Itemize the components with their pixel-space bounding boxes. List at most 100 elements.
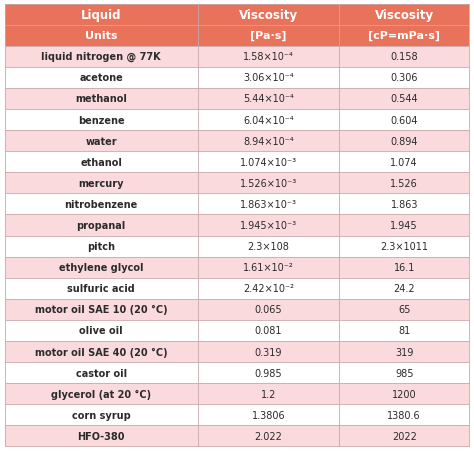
Bar [5, 68, 198, 89]
Bar [339, 26, 469, 46]
Text: 5.44×10⁻⁴: 5.44×10⁻⁴ [243, 94, 294, 104]
Bar [5, 26, 198, 46]
Bar [5, 383, 198, 405]
Bar [5, 405, 198, 425]
Bar [198, 110, 339, 131]
Bar [5, 362, 198, 383]
Text: liquid nitrogen @ 77K: liquid nitrogen @ 77K [41, 52, 161, 62]
Bar [5, 215, 198, 236]
Text: ethylene glycol: ethylene glycol [59, 262, 143, 272]
Text: pitch: pitch [87, 242, 115, 252]
Bar [339, 5, 469, 26]
Text: [cP=mPa·s]: [cP=mPa·s] [368, 31, 440, 41]
Bar [5, 152, 198, 173]
Text: 2.42×10⁻²: 2.42×10⁻² [243, 284, 294, 294]
Bar [5, 425, 198, 446]
Bar [198, 152, 339, 173]
Bar [5, 194, 198, 215]
Bar [339, 215, 469, 236]
Bar [5, 89, 198, 110]
Text: 1380.6: 1380.6 [387, 410, 421, 420]
Text: 1.526×10⁻³: 1.526×10⁻³ [240, 179, 297, 189]
Text: 0.604: 0.604 [391, 115, 418, 125]
Bar [339, 89, 469, 110]
Bar [5, 278, 198, 299]
Text: 1.945: 1.945 [391, 221, 418, 230]
Text: 3.06×10⁻⁴: 3.06×10⁻⁴ [243, 73, 294, 83]
Bar [5, 341, 198, 362]
Text: glycerol (at 20 °C): glycerol (at 20 °C) [51, 389, 151, 399]
Text: methanol: methanol [75, 94, 127, 104]
Text: 1.863×10⁻³: 1.863×10⁻³ [240, 199, 297, 209]
Text: 1.863: 1.863 [391, 199, 418, 209]
Text: water: water [85, 136, 117, 146]
Text: 0.544: 0.544 [391, 94, 418, 104]
Text: Units: Units [85, 31, 118, 41]
Text: 8.94×10⁻⁴: 8.94×10⁻⁴ [243, 136, 294, 146]
Text: 0.319: 0.319 [255, 347, 282, 357]
Text: castor oil: castor oil [75, 368, 127, 378]
Text: 1.3806: 1.3806 [252, 410, 285, 420]
Bar [198, 173, 339, 194]
Text: 6.04×10⁻⁴: 6.04×10⁻⁴ [243, 115, 294, 125]
Text: benzene: benzene [78, 115, 125, 125]
Bar [198, 236, 339, 257]
Text: 2.022: 2.022 [255, 431, 283, 441]
Text: 0.306: 0.306 [391, 73, 418, 83]
Bar [5, 131, 198, 152]
Text: 2.3×1011: 2.3×1011 [380, 242, 428, 252]
Bar [339, 405, 469, 425]
Text: 1.2: 1.2 [261, 389, 276, 399]
Bar [339, 299, 469, 320]
Bar [198, 362, 339, 383]
Bar [339, 425, 469, 446]
Bar [198, 46, 339, 68]
Text: 1.58×10⁻⁴: 1.58×10⁻⁴ [243, 52, 294, 62]
Bar [198, 278, 339, 299]
Bar [5, 46, 198, 68]
Text: motor oil SAE 40 (20 °C): motor oil SAE 40 (20 °C) [35, 347, 167, 357]
Text: [Pa·s]: [Pa·s] [250, 31, 287, 41]
Text: nitrobenzene: nitrobenzene [64, 199, 138, 209]
Text: corn syrup: corn syrup [72, 410, 130, 420]
Bar [339, 257, 469, 278]
Text: Viscosity: Viscosity [239, 9, 298, 22]
Text: 2.3×108: 2.3×108 [247, 242, 289, 252]
Text: 81: 81 [398, 326, 410, 336]
Bar [339, 152, 469, 173]
Bar [198, 405, 339, 425]
Text: Liquid: Liquid [81, 9, 121, 22]
Bar [339, 341, 469, 362]
Text: 1200: 1200 [392, 389, 417, 399]
Text: 0.158: 0.158 [391, 52, 418, 62]
Text: 65: 65 [398, 305, 410, 315]
Text: motor oil SAE 10 (20 °C): motor oil SAE 10 (20 °C) [35, 305, 167, 315]
Text: 319: 319 [395, 347, 413, 357]
Bar [339, 68, 469, 89]
Bar [198, 68, 339, 89]
Text: acetone: acetone [79, 73, 123, 83]
Text: 1.945×10⁻³: 1.945×10⁻³ [240, 221, 297, 230]
Bar [198, 89, 339, 110]
Bar [198, 26, 339, 46]
Text: 985: 985 [395, 368, 413, 378]
Text: Viscosity: Viscosity [374, 9, 434, 22]
Bar [5, 257, 198, 278]
Text: 1.074: 1.074 [391, 157, 418, 167]
Bar [339, 383, 469, 405]
Text: 1.074×10⁻³: 1.074×10⁻³ [240, 157, 297, 167]
Bar [198, 425, 339, 446]
Text: HFO-380: HFO-380 [77, 431, 125, 441]
Bar [5, 299, 198, 320]
Bar [339, 194, 469, 215]
Bar [5, 236, 198, 257]
Text: sulfuric acid: sulfuric acid [67, 284, 135, 294]
Bar [198, 5, 339, 26]
Bar [198, 299, 339, 320]
Text: 0.985: 0.985 [255, 368, 282, 378]
Bar [339, 362, 469, 383]
Bar [198, 131, 339, 152]
Bar [198, 383, 339, 405]
Bar [339, 278, 469, 299]
Text: 2022: 2022 [392, 431, 417, 441]
